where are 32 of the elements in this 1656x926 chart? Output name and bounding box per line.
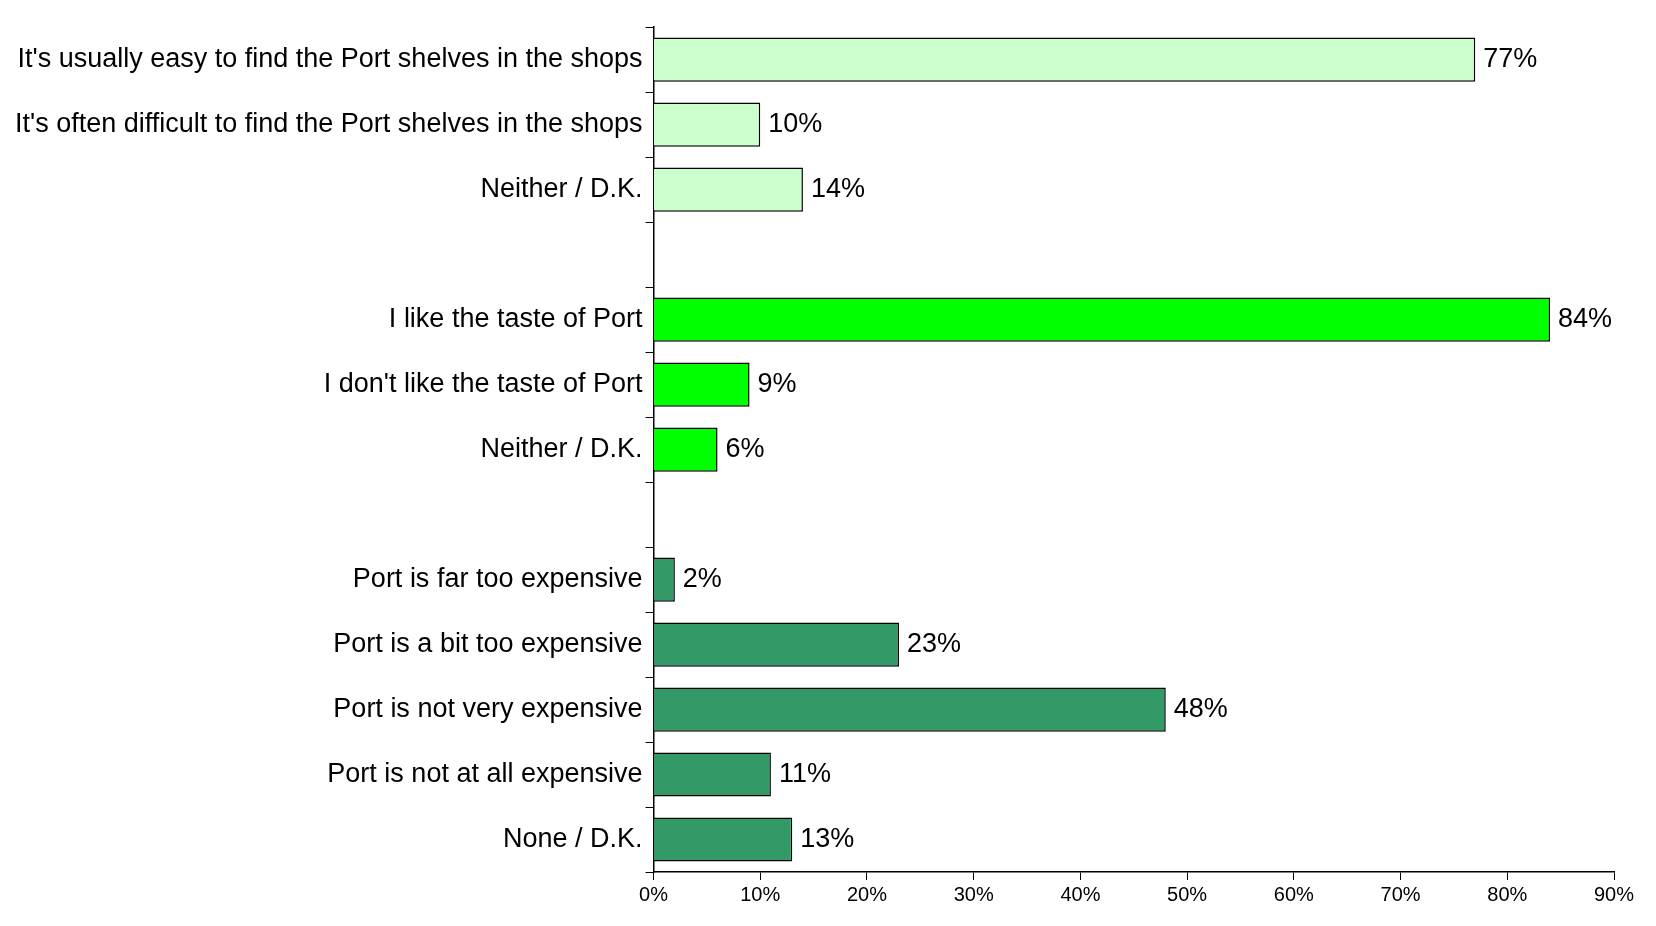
y-tick-label: I like the taste of Port xyxy=(388,303,643,334)
data-label: 10% xyxy=(768,108,823,139)
x-tick-label: 30% xyxy=(953,882,994,905)
data-label: 2% xyxy=(682,563,722,594)
data-label: 23% xyxy=(906,628,962,659)
x-tick-label: 60% xyxy=(1273,882,1315,905)
data-label: 6% xyxy=(725,433,765,464)
data-label: 77% xyxy=(1483,43,1538,74)
data-label: 84% xyxy=(1557,303,1613,334)
x-tick-label: 10% xyxy=(740,882,781,905)
data-label: 9% xyxy=(757,368,797,399)
data-label: 13% xyxy=(800,822,855,853)
x-tick-label: 70% xyxy=(1380,882,1421,905)
y-tick-label: Neither / D.K. xyxy=(480,173,643,204)
x-tick-label: 50% xyxy=(1167,882,1208,905)
y-tick-label: Port is far too expensive xyxy=(352,563,643,594)
y-tick-label: Neither / D.K. xyxy=(480,433,643,464)
x-tick-label: 0% xyxy=(639,882,669,905)
y-tick-label: I don't like the taste of Port xyxy=(323,368,643,399)
y-tick-label: Port is not at all expensive xyxy=(327,757,643,788)
y-tick-label: It's often difficult to find the Port shelves in the shops xyxy=(15,108,643,139)
data-label: 48% xyxy=(1173,692,1228,723)
x-tick-label: 20% xyxy=(846,882,888,905)
x-tick-label: 80% xyxy=(1487,882,1528,905)
x-tick-label: 90% xyxy=(1593,882,1635,905)
y-tick-label: None / D.K. xyxy=(502,822,643,853)
x-tick-label: 40% xyxy=(1060,882,1101,905)
data-label: 14% xyxy=(810,173,865,204)
y-tick-label: Port is a bit too expensive xyxy=(333,628,643,659)
data-label: 11% xyxy=(778,757,831,788)
y-tick-label: It's usually easy to find the Port shelves in the shops xyxy=(17,43,643,74)
y-tick-label: Port is not very expensive xyxy=(333,692,643,723)
